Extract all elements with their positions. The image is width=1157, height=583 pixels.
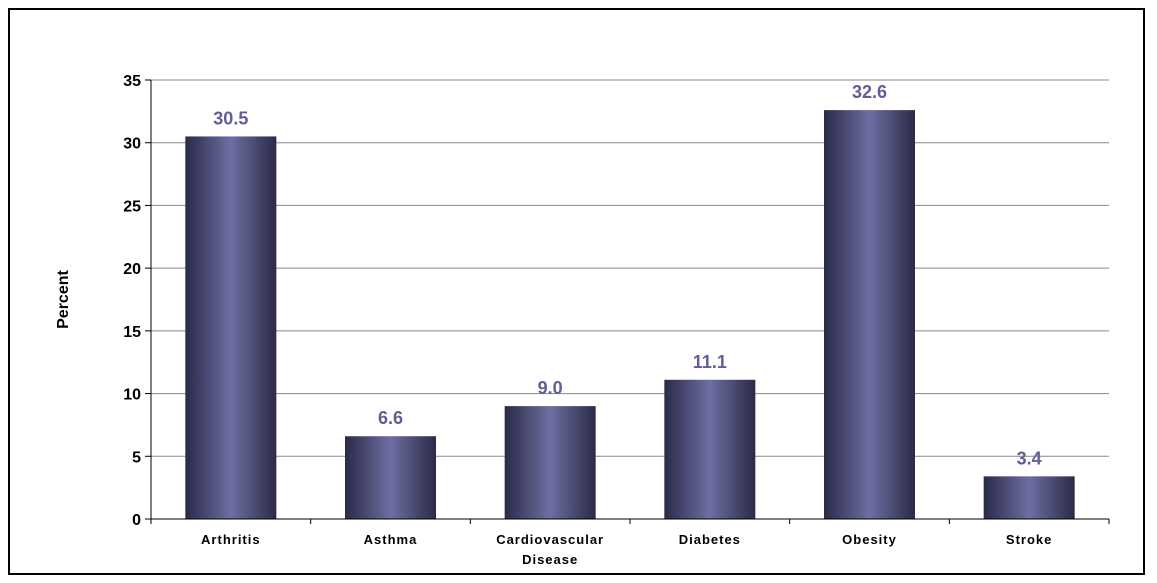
y-tick-label: 10 <box>123 387 141 404</box>
x-tick-label: Obesity <box>842 532 897 547</box>
y-tick-label: 5 <box>132 449 141 466</box>
y-tick-label: 35 <box>123 73 141 90</box>
gridlines <box>151 79 1109 457</box>
data-label: 30.5 <box>213 108 248 128</box>
y-tick-label: 0 <box>132 512 141 529</box>
x-tick-label: Stroke <box>1006 532 1052 547</box>
bar <box>345 436 436 519</box>
bar <box>504 406 596 519</box>
axes <box>145 79 1110 524</box>
y-tick-labels: 0 5 10 15 20 25 30 35 <box>123 73 141 529</box>
y-axis-title: Percent <box>55 269 72 328</box>
y-tick-label: 25 <box>123 198 141 215</box>
data-label: 9.0 <box>538 378 563 398</box>
bars <box>185 110 1075 520</box>
bar-chart: 0 5 10 15 20 25 30 35 Arthritis Asthma Cardiovasc… <box>55 73 1110 567</box>
data-label: 32.6 <box>852 82 887 102</box>
data-label: 3.4 <box>1017 448 1042 468</box>
x-tick-label: Arthritis <box>201 532 261 547</box>
y-tick-label: 15 <box>123 324 141 341</box>
bar <box>824 110 915 520</box>
chart-frame: 0 5 10 15 20 25 30 35 Arthritis Asthma Cardiovasc… <box>8 8 1145 575</box>
y-tick-label: 20 <box>123 261 141 278</box>
bar <box>983 476 1075 519</box>
y-tick-label: 30 <box>123 136 141 153</box>
x-tick-label: Asthma <box>364 532 418 547</box>
bar <box>664 379 756 519</box>
data-labels: 30.5 6.6 9.0 11.1 32.6 3.4 <box>213 82 1041 468</box>
x-tick-label: Diabetes <box>679 532 741 547</box>
category-labels: Arthritis Asthma Cardiovascular Disease Diab… <box>201 532 1052 567</box>
data-label: 6.6 <box>378 408 403 428</box>
data-label: 11.1 <box>693 352 727 372</box>
x-tick-label: Cardiovascular Disease <box>496 532 604 567</box>
bar <box>185 136 277 519</box>
